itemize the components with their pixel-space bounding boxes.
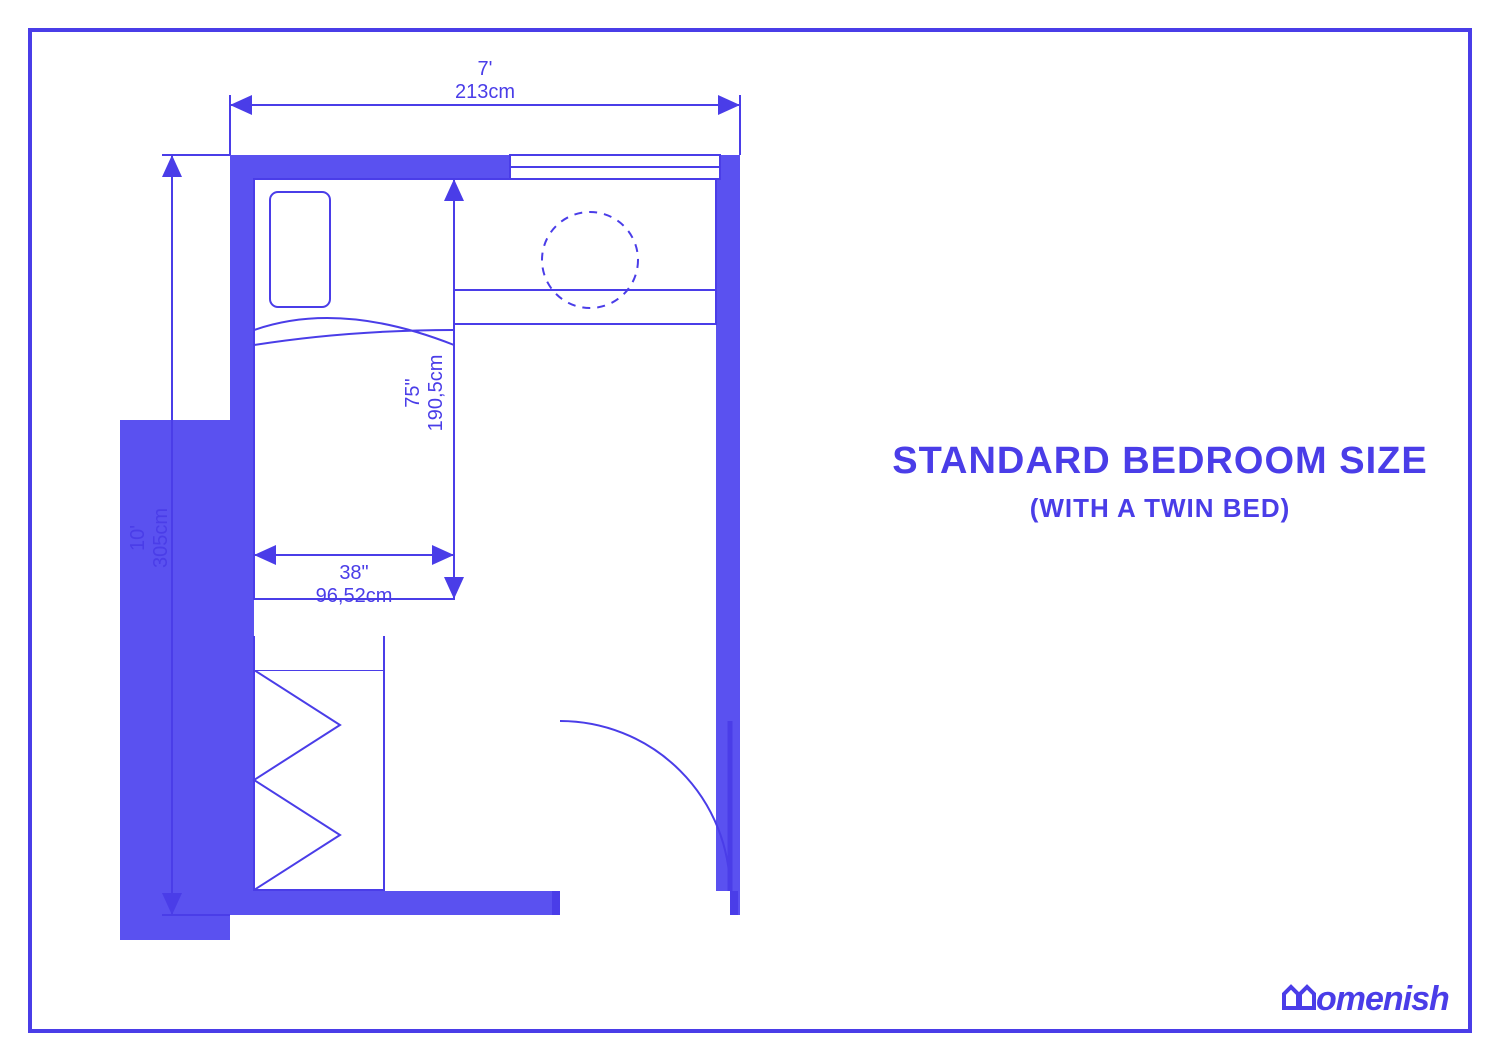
dim-bed-length-in: 75" [402, 378, 424, 407]
dim-bed-width-in: 38" [339, 562, 368, 584]
dim-bed-length-label: 75" 190,5cm [402, 183, 448, 603]
dim-room-width-ft: 7' [478, 58, 493, 80]
dim-bed-width-cm: 96,52cm [316, 585, 393, 607]
closet [254, 670, 384, 890]
pillow [270, 192, 330, 307]
dim-room-height-label: 10' 305cm [127, 158, 173, 918]
dim-room-height-ft: 10' [127, 525, 149, 551]
door-jamb-right [730, 891, 738, 915]
door-jamb-left [552, 891, 560, 915]
dim-room-height-cm: 305cm [150, 508, 172, 568]
closet-opening [254, 636, 384, 670]
desk [454, 179, 716, 324]
dim-bed-length-cm: 190,5cm [425, 355, 447, 432]
door-opening [560, 891, 730, 915]
floor-plan [0, 0, 1500, 1061]
dim-room-width-cm: 213cm [455, 81, 515, 103]
dim-room-width-label: 7' 213cm [230, 58, 740, 104]
door-swing [560, 721, 730, 891]
